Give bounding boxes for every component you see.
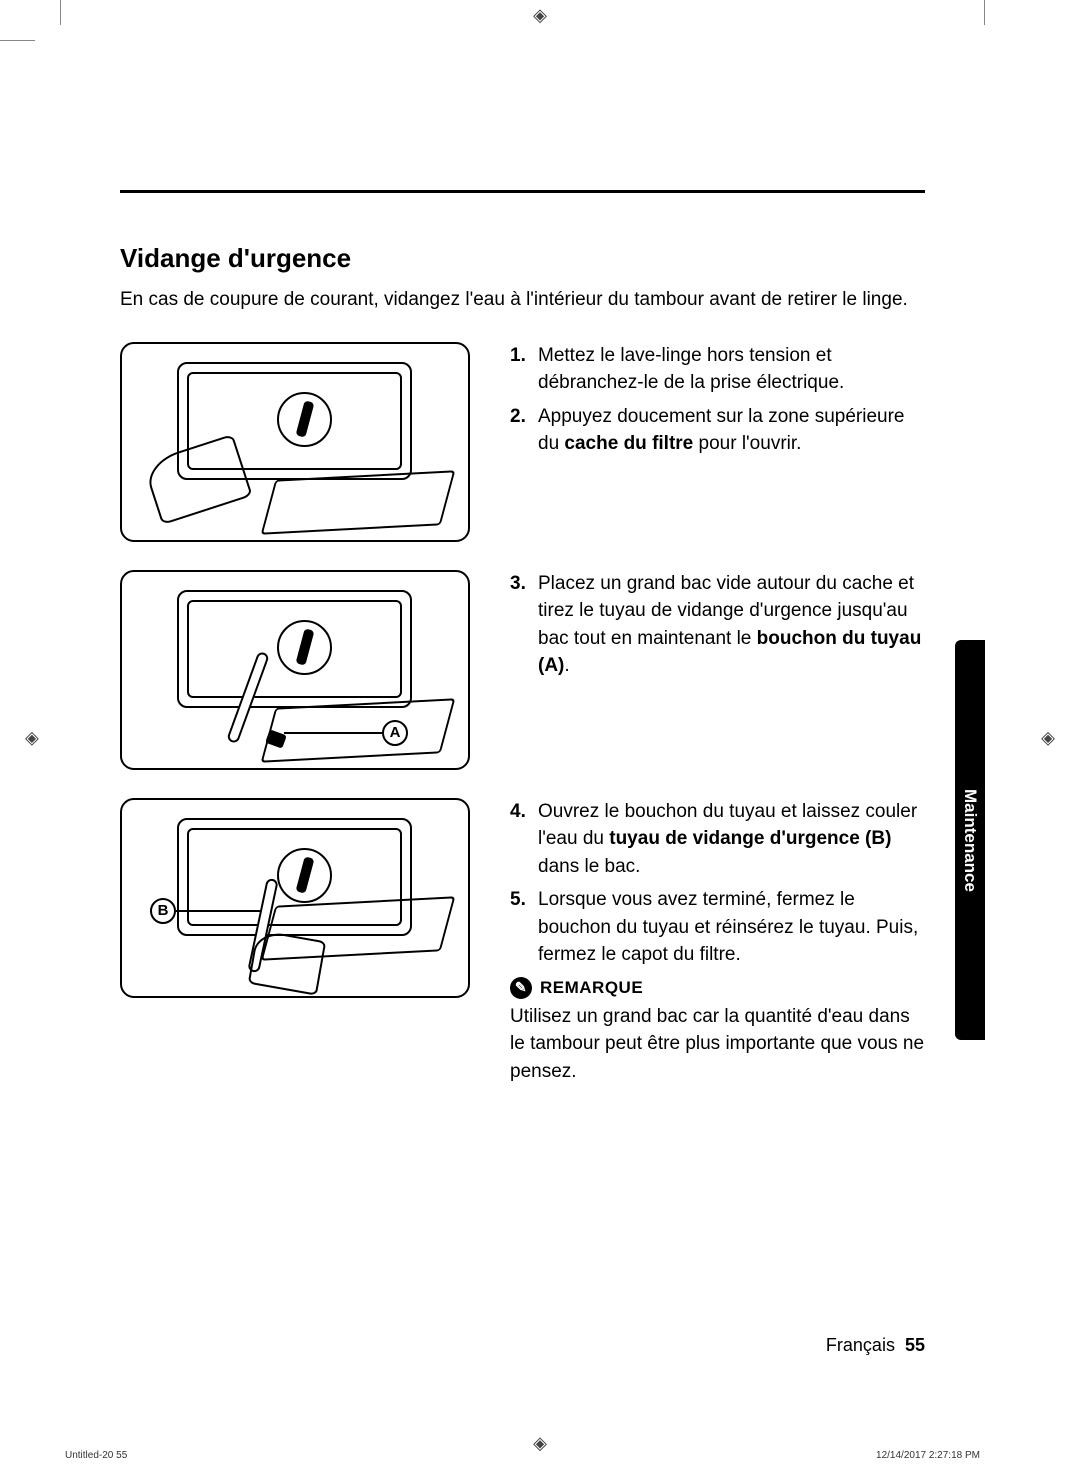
step-5: Lorsque vous avez terminé, fermez le bou…: [510, 886, 925, 969]
print-meta-left: Untitled-20 55: [65, 1450, 127, 1461]
step-row-2: A Placez un grand bac vide autour du cac…: [120, 570, 925, 770]
section-tab-label: Maintenance: [960, 789, 980, 892]
page-frame: Vidange d'urgence En cas de coupure de c…: [60, 40, 985, 1421]
step-row-1: Mettez le lave-linge hors tension et déb…: [120, 342, 925, 542]
figure-tube-a: A: [120, 570, 470, 770]
note-icon: ✎: [510, 977, 532, 999]
registration-mark-icon: ◈: [1041, 728, 1055, 749]
registration-mark-icon: ◈: [533, 1433, 547, 1454]
section-title: Vidange d'urgence: [120, 243, 925, 274]
section-tab: Maintenance: [955, 640, 985, 1040]
label-b: B: [150, 898, 176, 924]
step-2: Appuyez doucement sur la zone supérieure…: [510, 403, 925, 458]
note-text: Utilisez un grand bac car la quantité d'…: [510, 1003, 925, 1086]
step-1: Mettez le lave-linge hors tension et déb…: [510, 342, 925, 397]
step-4: Ouvrez le bouchon du tuyau et laissez co…: [510, 798, 925, 881]
step-3: Placez un grand bac vide autour du cache…: [510, 570, 925, 680]
registration-mark-icon: ◈: [25, 728, 39, 749]
intro-text: En cas de coupure de courant, vidangez l…: [120, 286, 925, 314]
print-meta-right: 12/14/2017 2:27:18 PM: [876, 1450, 980, 1461]
figure-open-cover: [120, 342, 470, 542]
note-label: REMARQUE: [540, 978, 643, 998]
note-heading: ✎ REMARQUE: [510, 977, 925, 999]
figure-tube-b: B: [120, 798, 470, 998]
registration-mark-icon: ◈: [533, 5, 547, 26]
step-row-3: B Ouvrez le bouchon du tuyau et laissez …: [120, 798, 925, 1086]
label-a: A: [382, 720, 408, 746]
footer-language: Français 55: [826, 1335, 925, 1356]
